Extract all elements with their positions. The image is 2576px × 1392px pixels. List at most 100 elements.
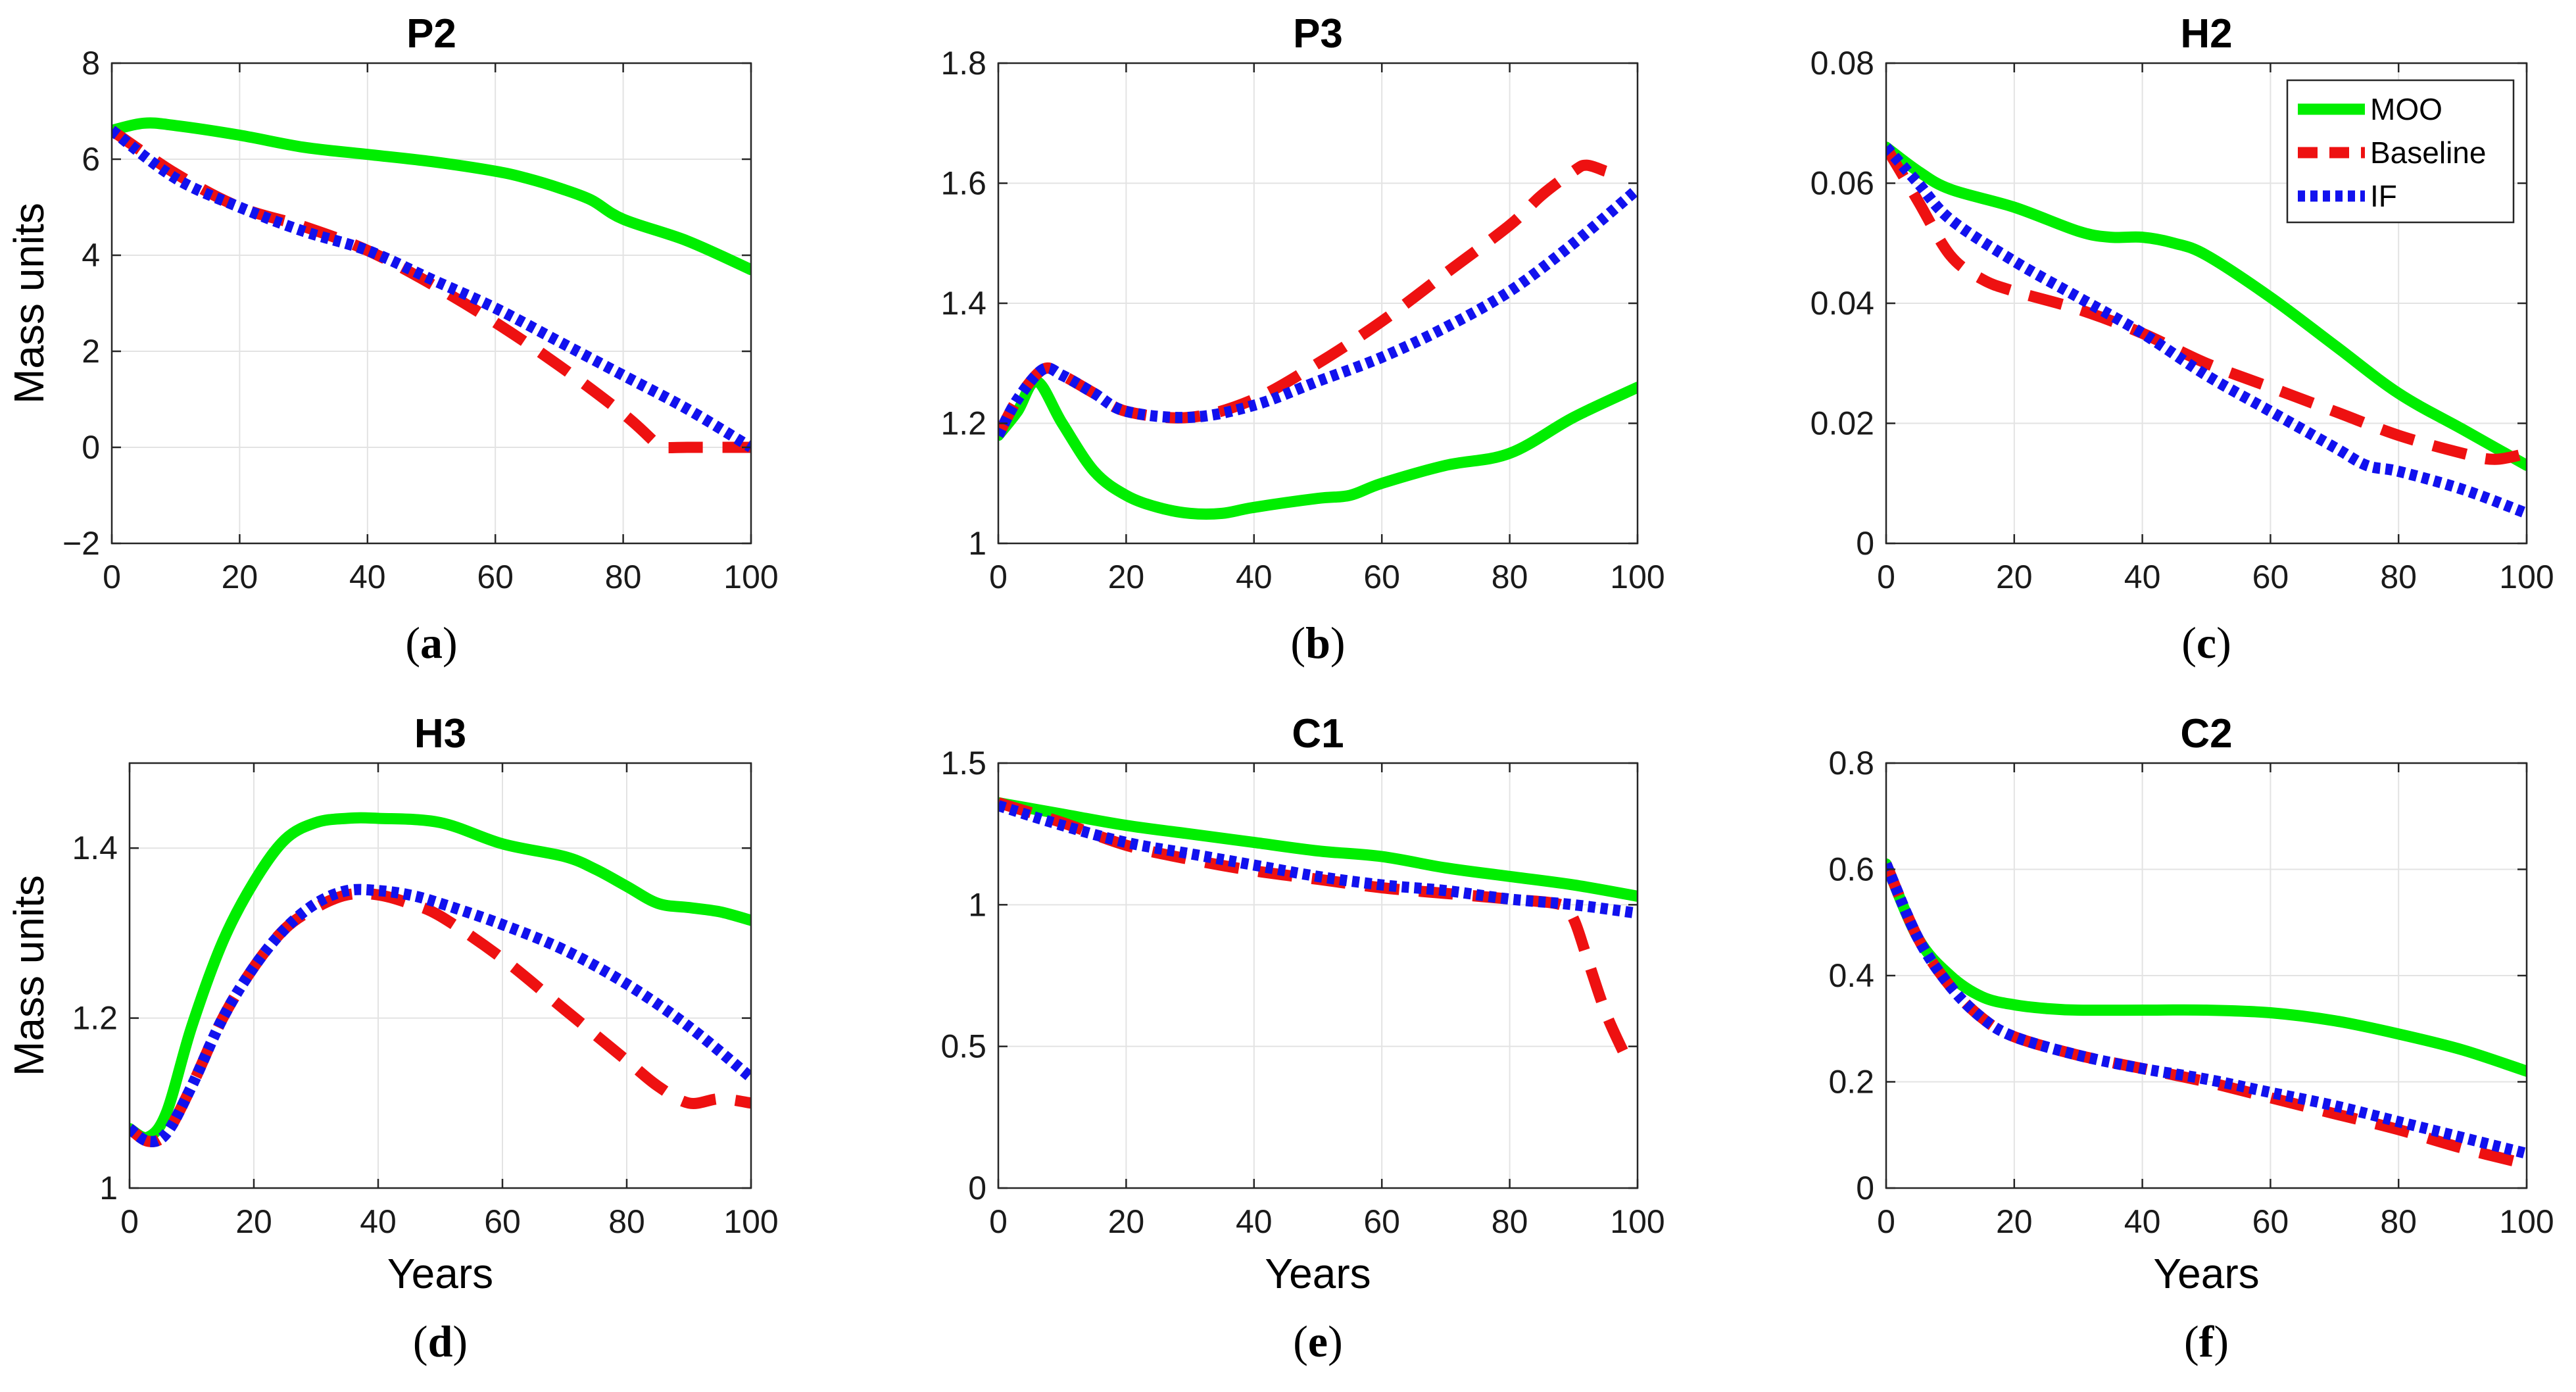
x-tick-label: 0 (989, 559, 1008, 595)
panel-title: H3 (414, 711, 466, 757)
x-tick-label: 20 (1996, 1203, 2033, 1240)
x-tick-label: 80 (1492, 1203, 1528, 1240)
caption-letter: f (2199, 1316, 2215, 1366)
x-tick-label: 20 (1996, 559, 2033, 595)
panel-caption: (f) (2184, 1316, 2229, 1366)
y-tick-label: 1.6 (940, 165, 986, 202)
caption-paren-open: ( (413, 1316, 428, 1366)
x-tick-label: 80 (608, 1203, 645, 1240)
caption-paren-open: ( (405, 618, 420, 668)
x-tick-label: 80 (605, 559, 642, 595)
y-tick-label: 1.4 (940, 285, 986, 322)
y-tick-label: 0 (1856, 525, 1874, 562)
x-tick-label: 100 (2499, 559, 2554, 595)
x-tick-label: 100 (723, 559, 778, 595)
y-tick-label: 0.04 (1810, 285, 1874, 322)
x-tick-label: 20 (235, 1203, 272, 1240)
caption-letter: c (2197, 618, 2216, 668)
panel-title: C2 (2180, 711, 2232, 757)
caption-paren-close: ) (443, 618, 458, 668)
series-group (112, 117, 751, 454)
y-tick-label: 6 (82, 141, 100, 178)
x-tick-label: 100 (1610, 1203, 1665, 1240)
caption-paren-close: ) (1328, 1316, 1343, 1366)
x-tick-label: 80 (2380, 559, 2417, 595)
panel-c: 0 20 40 60 80 100 0 0.02 0.04 0.06 0.08 H2 (c) MOO Bas… (1810, 11, 2554, 668)
y-tick-label: 2 (82, 333, 100, 370)
y-tick-label: 1.5 (940, 745, 986, 782)
series-line-if (112, 126, 751, 453)
x-tick-label: 40 (2124, 559, 2161, 595)
panel-e: 0 20 40 60 80 100 0 0.5 1 1.5 C1 Years (e) (940, 711, 1665, 1366)
series-group (1886, 141, 2527, 519)
series-line-if (1886, 143, 2527, 519)
caption-paren-close: ) (2216, 618, 2231, 668)
x-tick-label: 60 (1363, 559, 1400, 595)
x-tick-label: 80 (2380, 1203, 2417, 1240)
x-tick-label: 100 (1610, 559, 1665, 595)
panel-title: H2 (2180, 11, 2232, 57)
y-tick-label: 4 (82, 237, 100, 274)
y-tick-label: 0.4 (1828, 957, 1874, 994)
series-line-baseline (998, 159, 1608, 438)
axes-box (997, 762, 1639, 1189)
axes-box (128, 762, 752, 1189)
series-line-if (1886, 862, 2527, 1159)
x-axis-label: Years (1265, 1250, 1371, 1297)
y-tick-label: 0.5 (940, 1028, 986, 1065)
y-tick-label: 1 (968, 886, 986, 923)
y-tick-label: 1 (968, 525, 986, 562)
y-axis-label: Mass units (5, 203, 53, 404)
caption-letter: a (420, 618, 443, 668)
panel-d: 0 20 40 60 80 100 1 1.2 1.4 H3 Mass units Years (d) (5, 711, 779, 1366)
panel-b: 0 20 40 60 80 100 1 1.2 1.4 1.6 1.8 P3 (b) (940, 11, 1665, 668)
x-tick-label: 60 (484, 1203, 521, 1240)
y-tick-label: 1.4 (72, 830, 118, 866)
panel-caption: (b) (1290, 618, 1345, 668)
caption-paren-open: ( (1293, 1316, 1308, 1366)
y-tick-label: 1.2 (72, 1000, 118, 1037)
y-tick-label: 0 (968, 1170, 986, 1206)
axes-box (110, 62, 752, 545)
caption-paren-close: ) (452, 1316, 468, 1366)
plot-area (998, 763, 1638, 1188)
series-group (1886, 858, 2527, 1170)
legend: MOO Baseline IF (2286, 79, 2515, 224)
y-tick-label: 0.02 (1810, 405, 1874, 442)
caption-letter: e (1308, 1316, 1328, 1366)
y-tick-label: 0 (82, 429, 100, 466)
y-tick-label: 1 (99, 1170, 118, 1206)
caption-letter: d (428, 1316, 453, 1366)
y-tick-label: −2 (62, 525, 100, 562)
x-tick-label: 0 (1877, 559, 1895, 595)
x-tick-label: 80 (1492, 559, 1528, 595)
panel-caption: (e) (1293, 1316, 1343, 1366)
x-tick-label: 100 (2499, 1203, 2554, 1240)
y-tick-label: 1.2 (940, 405, 986, 442)
x-tick-label: 60 (477, 559, 514, 595)
series-group (130, 812, 751, 1147)
caption-paren-open: ( (2184, 1316, 2199, 1366)
series-line-moo (998, 376, 1638, 520)
y-tick-label: 0 (1856, 1170, 1874, 1206)
panel-caption: (a) (405, 618, 457, 668)
x-tick-label: 20 (1108, 559, 1145, 595)
legend-label-moo: MOO (2370, 92, 2442, 126)
y-tick-label: 0.2 (1828, 1064, 1874, 1101)
x-tick-label: 100 (723, 1203, 778, 1240)
x-axis-label: Years (2153, 1250, 2259, 1297)
series-line-moo (1886, 858, 2527, 1077)
y-tick-label: 0.6 (1828, 851, 1874, 888)
series-group (998, 159, 1638, 520)
caption-letter: b (1305, 618, 1330, 668)
caption-paren-open: ( (1290, 618, 1305, 668)
y-axis-label: Mass units (5, 875, 53, 1076)
y-tick-label: 0.8 (1828, 745, 1874, 782)
y-tick-label: 0.06 (1810, 165, 1874, 202)
series-line-if (998, 185, 1638, 438)
x-tick-label: 20 (222, 559, 258, 595)
plot-area (130, 763, 751, 1188)
y-tick-label: 0.08 (1810, 45, 1874, 82)
